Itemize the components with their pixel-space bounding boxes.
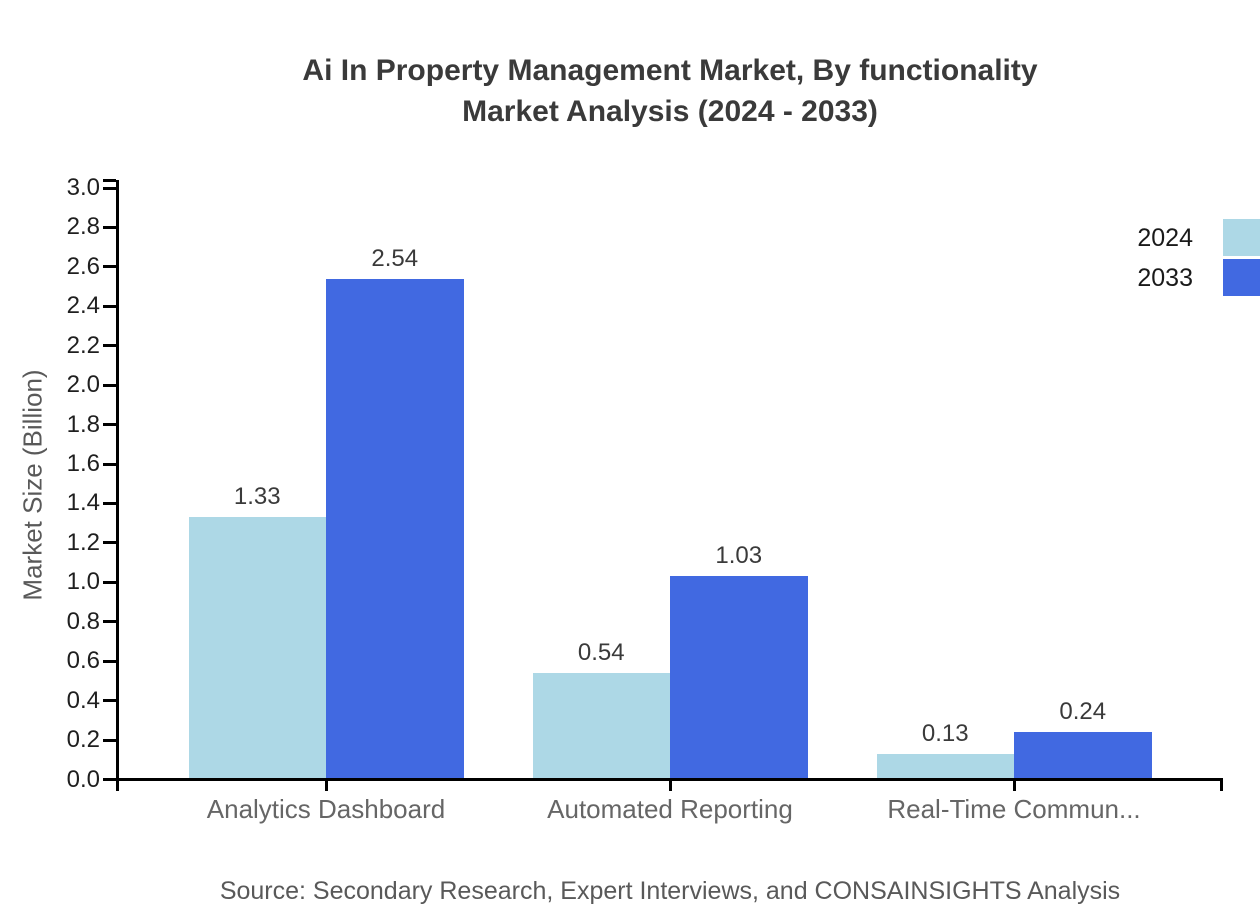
legend-item-2024[interactable]: 2024	[1137, 224, 1193, 252]
x-axis-tick	[324, 778, 328, 791]
y-axis-label-0-0: 0.0	[66, 765, 100, 793]
y-axis-label-0-2: 0.2	[66, 726, 100, 754]
bar-2024-analytics-dashboard[interactable]	[188, 517, 326, 780]
x-axis-tick	[1012, 778, 1016, 791]
bar-value-2033-automated-reporting: 1.03	[715, 542, 763, 570]
y-axis-label-1-4: 1.4	[66, 489, 100, 517]
y-axis-line	[116, 180, 119, 791]
bar-value-2033-real-time-commun: 0.24	[1059, 698, 1107, 726]
y-axis-tick	[103, 462, 116, 466]
y-axis-label-1-2: 1.2	[66, 528, 100, 556]
y-axis-label-1-6: 1.6	[66, 450, 100, 478]
y-axis-tick	[103, 383, 116, 387]
legend-swatch-2033[interactable]	[1223, 259, 1260, 296]
bar-value-2024-automated-reporting: 0.54	[577, 639, 625, 667]
y-axis-label-0-6: 0.6	[66, 647, 100, 675]
y-axis-label-2-8: 2.8	[66, 213, 100, 241]
bar-value-2033-analytics-dashboard: 2.54	[371, 244, 419, 272]
y-axis-end-cap	[103, 179, 116, 182]
y-axis-label-2-4: 2.4	[66, 292, 100, 320]
y-axis-tick	[103, 541, 116, 545]
y-axis-label-2-0: 2.0	[66, 371, 100, 399]
y-axis-label-2-2: 2.2	[66, 331, 100, 359]
bar-value-2024-real-time-commun: 0.13	[921, 719, 969, 747]
y-axis-tick	[103, 580, 116, 584]
y-axis-tick	[103, 186, 116, 190]
x-axis-tick	[668, 778, 672, 791]
bar-2033-automated-reporting[interactable]	[670, 576, 808, 780]
y-axis-tick	[103, 225, 116, 229]
x-axis-end-cap	[1220, 778, 1223, 791]
y-axis-tick	[103, 699, 116, 703]
y-axis-label-2-6: 2.6	[66, 252, 100, 280]
y-axis-tick	[103, 423, 116, 427]
chart-title: Ai In Property Management Market, By fun…	[118, 50, 1222, 132]
bar-2033-analytics-dashboard[interactable]	[326, 278, 464, 780]
bar-2024-real-time-commun[interactable]	[876, 753, 1014, 780]
y-axis-label-1-0: 1.0	[66, 568, 100, 596]
y-axis-tick	[103, 344, 116, 348]
y-axis-tick	[103, 501, 116, 505]
y-axis-label-0-8: 0.8	[66, 607, 100, 635]
y-axis-tick	[103, 738, 116, 742]
x-axis-label-analytics-dashboard: Analytics Dashboard	[206, 794, 446, 824]
bar-2033-real-time-commun[interactable]	[1014, 732, 1152, 780]
chart-title-line2: Market Analysis (2024 - 2033)	[462, 95, 878, 128]
legend-item-2033[interactable]: 2033	[1137, 264, 1193, 292]
bar-2024-automated-reporting[interactable]	[532, 673, 670, 780]
y-axis-tick	[103, 265, 116, 269]
y-axis-tick	[103, 304, 116, 308]
y-axis-label-1-8: 1.8	[66, 410, 100, 438]
x-axis-label-real-time-commun: Real-Time Commun...	[887, 794, 1141, 824]
chart-title-line1: Ai In Property Management Market, By fun…	[302, 54, 1038, 87]
legend-swatch-2024[interactable]	[1223, 219, 1260, 256]
x-axis-line	[116, 778, 1223, 781]
y-axis-tick	[103, 778, 116, 781]
y-axis-label-0-4: 0.4	[66, 686, 100, 714]
x-axis-label-automated-reporting: Automated Reporting	[547, 794, 793, 824]
y-axis-tick	[103, 659, 116, 663]
y-axis-tick	[103, 620, 116, 624]
bar-value-2024-analytics-dashboard: 1.33	[233, 483, 281, 511]
y-axis-label-3-0: 3.0	[66, 174, 100, 201]
source-note: Source: Secondary Research, Expert Inter…	[219, 877, 1121, 905]
